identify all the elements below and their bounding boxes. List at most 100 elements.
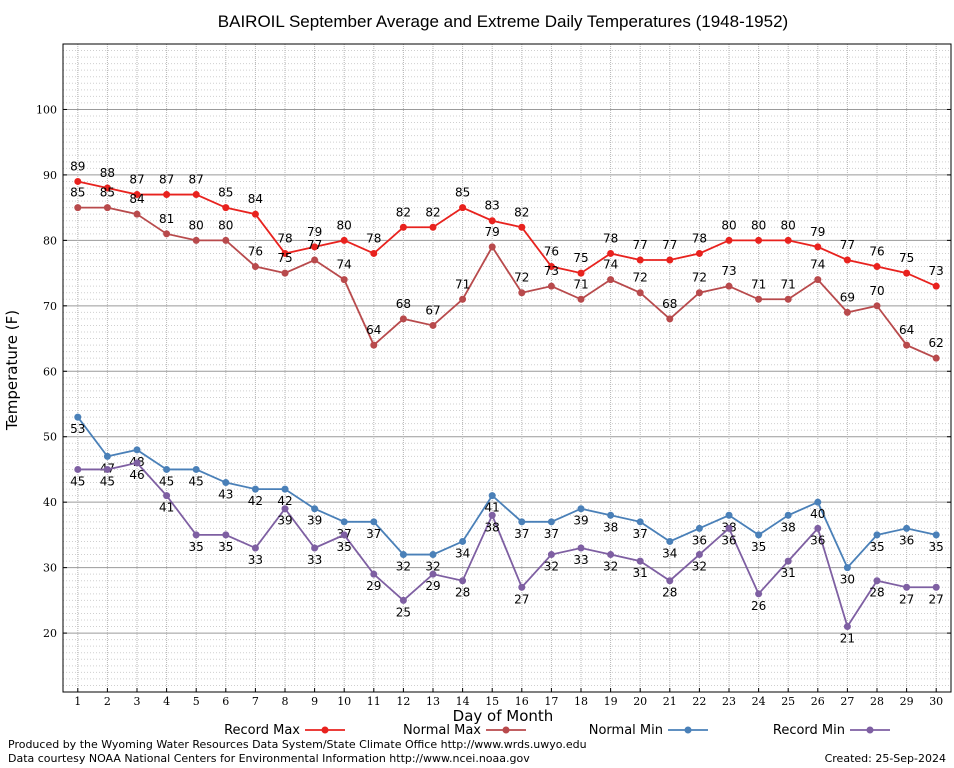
data-label: 32 — [396, 560, 411, 574]
data-point — [370, 341, 378, 349]
data-label: 34 — [455, 546, 470, 560]
data-point — [192, 531, 200, 539]
data-point — [340, 518, 348, 526]
data-point — [814, 524, 822, 532]
y-tick-label: 80 — [43, 234, 57, 247]
data-point — [459, 537, 467, 545]
data-label: 29 — [366, 579, 381, 593]
y-axis-label: Temperature (F) — [3, 310, 21, 431]
x-tick-label: 24 — [752, 695, 766, 708]
data-label: 45 — [159, 474, 174, 488]
data-point — [103, 452, 111, 460]
data-label: 40 — [810, 507, 825, 521]
data-point — [103, 204, 111, 212]
data-label: 26 — [751, 599, 766, 613]
data-point — [784, 295, 792, 303]
data-point — [547, 518, 555, 526]
data-label: 85 — [100, 186, 115, 200]
data-label: 71 — [573, 277, 588, 291]
data-label: 38 — [485, 520, 500, 534]
x-tick-label: 12 — [396, 695, 410, 708]
data-label: 37 — [366, 527, 381, 541]
data-point — [251, 263, 259, 271]
data-point — [103, 184, 111, 192]
data-label: 25 — [396, 605, 411, 619]
data-point — [370, 249, 378, 257]
legend-marker — [502, 726, 510, 734]
data-label: 45 — [100, 474, 115, 488]
data-point — [370, 570, 378, 578]
data-point — [577, 295, 585, 303]
data-label: 76 — [869, 245, 884, 259]
x-tick-label: 2 — [104, 695, 111, 708]
data-point — [784, 557, 792, 565]
data-point — [695, 524, 703, 532]
data-label: 69 — [840, 290, 855, 304]
x-tick-label: 1 — [74, 695, 81, 708]
data-label: 35 — [751, 540, 766, 554]
data-label: 36 — [721, 533, 736, 547]
data-label: 27 — [929, 592, 944, 606]
data-label: 78 — [277, 231, 292, 245]
data-label: 27 — [899, 592, 914, 606]
data-label: 28 — [662, 586, 677, 600]
data-label: 32 — [425, 560, 440, 574]
x-tick-label: 19 — [604, 695, 618, 708]
data-label: 83 — [485, 199, 500, 213]
data-label: 76 — [248, 245, 263, 259]
data-label: 37 — [544, 527, 559, 541]
data-point — [192, 236, 200, 244]
data-point — [192, 191, 200, 199]
data-label: 71 — [781, 277, 796, 291]
data-point — [695, 289, 703, 297]
data-point — [666, 537, 674, 545]
data-label: 71 — [751, 277, 766, 291]
x-tick-label: 6 — [222, 695, 229, 708]
data-label: 73 — [929, 264, 944, 278]
data-label: 75 — [277, 251, 292, 265]
data-label: 33 — [307, 553, 322, 567]
x-tick-label: 4 — [163, 695, 170, 708]
data-label: 68 — [662, 297, 677, 311]
data-label: 81 — [159, 212, 174, 226]
data-point — [636, 557, 644, 565]
data-label: 85 — [70, 186, 85, 200]
data-point — [459, 577, 467, 585]
data-point — [311, 243, 319, 251]
data-label: 41 — [485, 501, 500, 515]
data-point — [843, 308, 851, 316]
data-label: 64 — [899, 323, 914, 337]
series-record-max: 89 88 87 87 87 85 84 78 79 80 78 82 82 85 83 82 76 75 78 77… — [70, 159, 944, 290]
legend-label: Record Max — [224, 723, 300, 738]
data-label: 80 — [189, 218, 204, 232]
data-label: 78 — [366, 231, 381, 245]
data-label: 42 — [277, 494, 292, 508]
data-label: 79 — [485, 225, 500, 239]
data-point — [340, 531, 348, 539]
data-point — [311, 505, 319, 513]
data-label: 77 — [307, 238, 322, 252]
data-label: 64 — [366, 323, 381, 337]
legend-label: Normal Min — [589, 723, 663, 738]
data-point — [695, 249, 703, 257]
data-label: 28 — [455, 586, 470, 600]
created-date: Created: 25-Sep-2024 — [824, 752, 946, 765]
series-line — [77, 416, 937, 570]
data-point — [399, 223, 407, 231]
data-label: 62 — [929, 336, 944, 350]
data-point — [607, 551, 615, 559]
series-record-min: 45 45 46 41 35 35 33 39 33 35 29 25 29 28 38 27 32 33 32 31… — [70, 459, 944, 646]
data-point — [666, 577, 674, 585]
data-point — [725, 236, 733, 244]
data-point — [429, 321, 437, 329]
data-label: 73 — [544, 264, 559, 278]
data-point — [222, 236, 230, 244]
data-point — [222, 204, 230, 212]
data-point — [518, 223, 526, 231]
data-point — [666, 315, 674, 323]
data-point — [725, 511, 733, 519]
data-point — [843, 623, 851, 631]
chart-title: BAIROIL September Average and Extreme Da… — [218, 12, 788, 31]
data-point — [873, 531, 881, 539]
data-label: 77 — [633, 238, 648, 252]
